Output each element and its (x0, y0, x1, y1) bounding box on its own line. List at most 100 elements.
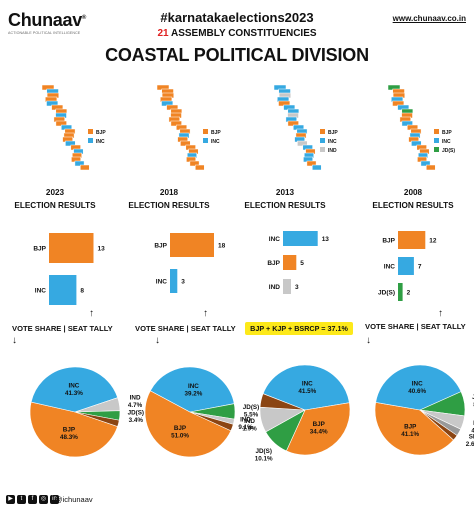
year-header-2013: 2013 ELECTION RESULTS (244, 188, 326, 210)
pie-label: BJP (174, 425, 186, 432)
pie-label: INC (68, 383, 79, 390)
map-constituency (420, 160, 431, 167)
facebook-icon[interactable]: f (28, 495, 37, 504)
bar-category-label: INC (384, 264, 396, 271)
seat-bar (170, 233, 214, 257)
pie-value-label: 40.6% (408, 388, 426, 395)
pie-label: INC (412, 381, 423, 388)
seat-bar (398, 283, 403, 301)
hashtag: #karnatakaelections2023 (160, 10, 314, 25)
logo: Chunaav® (8, 10, 87, 30)
map-constituency (80, 164, 90, 171)
legend-swatch (320, 138, 325, 143)
pie-slice-other (189, 411, 234, 432)
legend-label: INC (96, 139, 105, 145)
pie-value-label: 51.0% (171, 433, 189, 440)
bar-value-label: 13 (322, 236, 330, 243)
bar-value-label: 12 (429, 238, 437, 245)
legend-label: BJP (96, 130, 106, 136)
pie-value-label: 2.6% (466, 441, 474, 448)
legend-label: BJP (328, 130, 338, 136)
vote-share-label-2008: VOTE SHARE | SEAT TALLY (365, 322, 466, 331)
tagline: ACTIONABLE POLITICAL INTELLIGENCE (8, 31, 81, 35)
legend-swatch (88, 138, 93, 143)
arrow-up-icon: ↑ (438, 308, 443, 319)
pie-slice-other (74, 411, 120, 427)
pie-label: JD(S) (472, 394, 474, 401)
pie-value-label: 34.4% (310, 428, 328, 435)
youtube-icon[interactable]: ▶ (6, 495, 15, 504)
legend-swatch (434, 129, 439, 134)
pie-label: IND (130, 394, 141, 401)
subtitle: 21 ASSEMBLY CONSTITUENCIES (157, 28, 317, 39)
linkedin-icon[interactable]: in (50, 495, 59, 504)
bar-category-label: INC (156, 279, 168, 286)
bar-category-label: IND (269, 284, 281, 291)
pie-slice-other (419, 409, 458, 441)
arrow-down-icon: ↓ (155, 335, 160, 346)
page-title: COASTAL POLITICAL DIVISION (105, 45, 369, 65)
bar-category-label: BJP (267, 260, 280, 267)
pie-value-label: 41.1% (401, 431, 419, 438)
bar-category-label: INC (35, 288, 47, 295)
pie-slice-other (259, 393, 306, 411)
pie-label: JD(S) (255, 448, 271, 455)
year-header-2018: 2018 ELECTION RESULTS (128, 188, 210, 210)
bar-value-label: 8 (80, 288, 84, 295)
pie-label: INC (188, 383, 199, 390)
legend-label: IND (328, 148, 337, 154)
bar-value-label: 3 (181, 279, 185, 286)
pie-value-label: 5.5% (244, 412, 259, 419)
bar-value-label: 2 (407, 290, 411, 297)
instagram-icon[interactable]: ◎ (39, 495, 48, 504)
bar-category-label: JD(S) (378, 290, 395, 297)
pie-slice (149, 366, 235, 413)
map-constituency (411, 140, 422, 147)
legend-swatch (203, 138, 208, 143)
seat-bar (170, 269, 178, 293)
pie-slice (144, 390, 232, 458)
arrow-down-icon: ↓ (366, 335, 371, 346)
legend-swatch (203, 129, 208, 134)
bar-value-label: 18 (218, 243, 226, 250)
pie-slice (29, 401, 118, 458)
social-icons: ▶ t f ◎ in (6, 495, 59, 504)
seat-bar (49, 275, 77, 305)
bar-category-label: BJP (154, 243, 167, 250)
legend-label: BJP (211, 130, 221, 136)
pie-label: JD(S) (128, 410, 144, 417)
pie-label: BJP (63, 427, 75, 434)
legend-swatch (434, 138, 439, 143)
alliance-vote-badge: BJP + KJP + BSRCP = 37.1% (245, 322, 353, 335)
social-handle: @ichunaav (55, 495, 93, 504)
map-constituency (426, 164, 436, 171)
year-header-2008: 2008 ELECTION RESULTS (372, 188, 454, 210)
map-constituency (306, 160, 317, 167)
legend-swatch (320, 129, 325, 134)
pie-slice (375, 364, 462, 411)
seat-bar (398, 257, 414, 275)
legend-label: BJP (442, 130, 452, 136)
twitter-icon[interactable]: t (17, 495, 26, 504)
legend-swatch (434, 147, 439, 152)
pie-label: BJP (404, 423, 416, 430)
pie-label: SP (469, 433, 474, 440)
map-constituency (189, 160, 200, 167)
vote-share-label-2018: VOTE SHARE | SEAT TALLY (135, 324, 236, 333)
legend-swatch (320, 147, 325, 152)
seat-bar (398, 231, 426, 249)
bar-category-label: BJP (382, 238, 395, 245)
pie-value-label: 48.3% (60, 434, 78, 441)
map-constituency (74, 160, 85, 167)
pie-slice (30, 366, 119, 413)
bar-category-label: BJP (33, 246, 46, 253)
pie-value-label: 41.5% (298, 388, 316, 395)
pie-value-label: 4.9% (471, 428, 474, 435)
bar-value-label: 5 (300, 260, 304, 267)
pie-value-label: 4.7% (128, 402, 143, 409)
year-header-2023: 2023 ELECTION RESULTS (14, 188, 96, 210)
website-link[interactable]: www.chunaav.co.in (392, 14, 466, 23)
bar-category-label: INC (269, 236, 281, 243)
map-constituency (195, 164, 205, 171)
